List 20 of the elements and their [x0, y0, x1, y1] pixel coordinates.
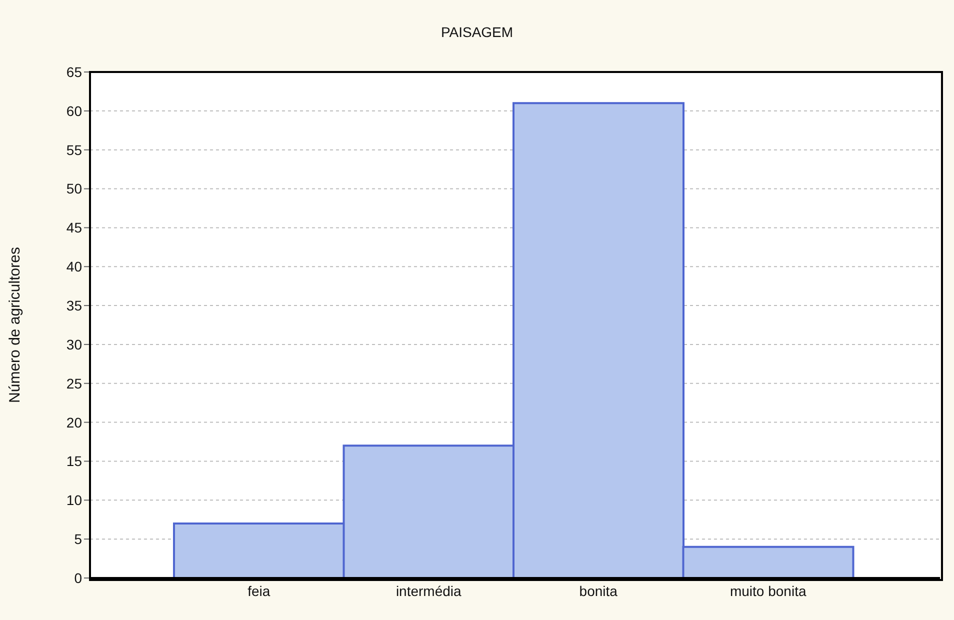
x-tick-label: feia	[248, 582, 270, 599]
y-tick-label: 45	[66, 220, 82, 236]
y-tick-label: 10	[66, 492, 82, 508]
y-tick-label: 5	[74, 531, 82, 548]
y-tick-label: 15	[66, 453, 82, 470]
y-tick-label: 50	[66, 180, 82, 197]
y-tick-label: 0	[74, 570, 82, 586]
y-axis-title: Número de agricultores	[6, 247, 24, 403]
y-tick-label: 30	[66, 336, 82, 352]
y-tick-label: 20	[66, 414, 82, 430]
y-tick-label: 55	[66, 142, 82, 158]
chart-title: PAISAGEM	[440, 24, 514, 40]
x-tick-label: bonita	[579, 582, 618, 599]
x-tick-label: muito bonita	[730, 582, 806, 599]
y-tick-label: 35	[66, 298, 82, 314]
y-tick-label: 65	[66, 64, 82, 80]
y-tick-label: 60	[66, 102, 82, 119]
y-tick-label: 40	[66, 258, 82, 275]
y-tick-label: 25	[66, 375, 82, 392]
x-tick-label: intermédia	[396, 582, 462, 599]
